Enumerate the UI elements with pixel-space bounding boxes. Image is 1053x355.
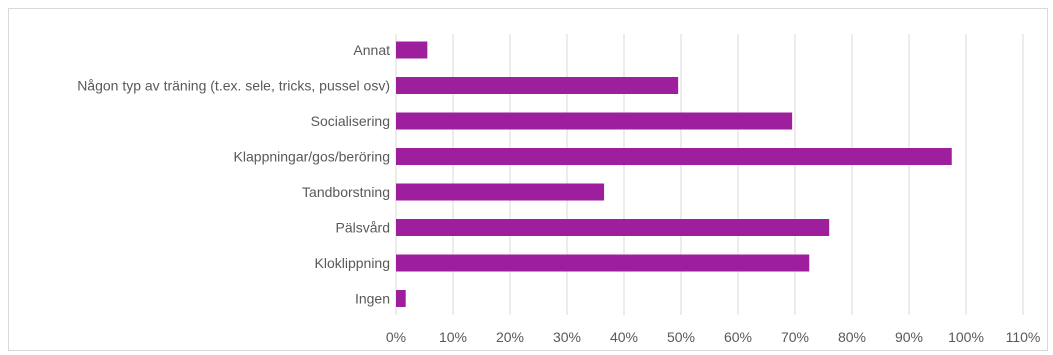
bar: [396, 41, 428, 59]
x-tick-label: 90%: [895, 329, 923, 345]
x-tick-label: 70%: [781, 329, 809, 345]
x-tick-label: 100%: [948, 329, 984, 345]
bar: [396, 183, 605, 201]
bar: [396, 77, 679, 94]
category-label: Någon typ av träning (t.ex. sele, tricks…: [77, 78, 390, 94]
bars: [396, 41, 952, 307]
x-tick-label: 80%: [838, 329, 866, 345]
x-tick-label: 30%: [553, 329, 581, 345]
category-label: Tandborstning: [302, 184, 390, 200]
bar: [396, 112, 793, 130]
chart-frame: [8, 8, 1048, 351]
x-tick-label: 50%: [667, 329, 695, 345]
category-label: Socialisering: [311, 113, 390, 129]
x-tick-label: 10%: [439, 329, 467, 345]
category-label: Kloklippning: [315, 255, 391, 271]
x-axis-tick-labels: 0% 10% 20% 30% 40% 50% 60% 70% 80% 90% 100% 110%: [386, 329, 1041, 345]
category-labels: Annat Någon typ av träning (t.ex. sele, t…: [77, 42, 390, 307]
bar: [396, 148, 952, 165]
category-label: Klappningar/gos/beröring: [234, 149, 390, 165]
bar: [396, 254, 810, 272]
category-label: Pälsvård: [336, 220, 390, 236]
bar: [396, 219, 830, 236]
x-tick-label: 20%: [496, 329, 524, 345]
x-tick-label: 60%: [724, 329, 752, 345]
category-label: Ingen: [355, 291, 390, 307]
x-tick-label: 0%: [386, 329, 406, 345]
grid-lines: [395, 34, 1024, 315]
category-label: Annat: [353, 42, 390, 58]
x-tick-label: 40%: [610, 329, 638, 345]
x-tick-label: 110%: [1006, 329, 1041, 345]
bar: [396, 290, 406, 307]
